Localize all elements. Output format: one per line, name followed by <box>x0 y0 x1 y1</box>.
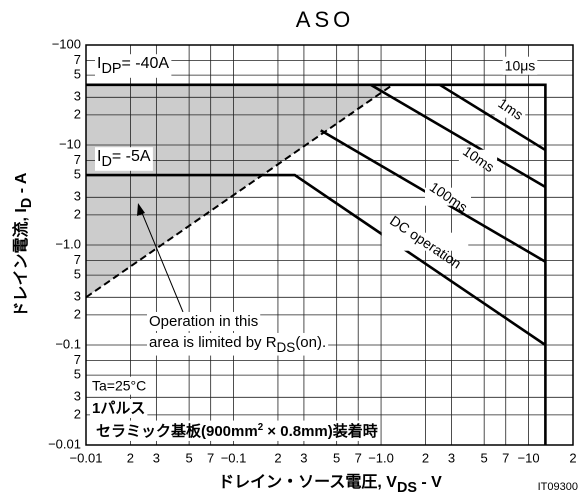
label-box <box>147 332 329 356</box>
y-tick-label: 5 <box>74 67 81 82</box>
y-tick-label: 7 <box>74 52 81 67</box>
label-box <box>424 187 472 206</box>
y-tick-label: 2 <box>74 306 81 321</box>
label-box <box>494 99 526 118</box>
y-tick-label: −1.0 <box>55 236 81 251</box>
y-tick-label: 3 <box>74 89 81 104</box>
label-box <box>458 149 498 168</box>
idp-label: IDP= -40A <box>97 55 169 77</box>
x-axis-label: ドレイン・ソース電圧, VDS - V <box>218 473 442 496</box>
series-label: 10μs <box>505 58 536 74</box>
text-part: D <box>101 154 111 170</box>
y-tick-label: 2 <box>74 206 81 221</box>
x-tick-label: −0.1 <box>221 450 247 465</box>
y-tick-label: 3 <box>74 189 81 204</box>
y-tick-label: −0.1 <box>55 336 81 351</box>
y-tick-label: 7 <box>74 352 81 367</box>
y-tick-label: 5 <box>74 167 81 182</box>
series-label: 1ms <box>495 95 526 123</box>
rds-note: area is limited by RDS(on). <box>149 334 326 355</box>
y-tick-label: 5 <box>74 367 81 382</box>
label-box <box>502 56 538 75</box>
x-tick-label: 3 <box>153 450 160 465</box>
label-box <box>90 376 149 395</box>
series-line <box>369 83 547 189</box>
text-part: DP <box>101 61 121 77</box>
x-tick-label: 3 <box>448 450 455 465</box>
condition: 1パルス <box>92 400 145 417</box>
text-part: D <box>19 198 35 208</box>
label-box <box>95 54 172 78</box>
x-tick-label: 5 <box>481 450 488 465</box>
x-tick-label: 7 <box>502 450 509 465</box>
y-tick-label: 7 <box>74 152 81 167</box>
text-part: セラミック基板(900mm <box>96 422 258 440</box>
rds-note: Operation in this <box>149 313 258 330</box>
x-tick-label: 2 <box>274 450 281 465</box>
arrow-head <box>137 203 145 216</box>
limit-line <box>85 83 394 299</box>
chart-title: ASO <box>296 7 354 32</box>
text-part: 2 <box>258 422 264 433</box>
text-part: - V <box>417 474 442 491</box>
x-tick-label: −1.0 <box>368 450 394 465</box>
x-tick-label: −0.01 <box>70 450 103 465</box>
label-box <box>381 232 469 251</box>
y-tick-label: 5 <box>74 267 81 282</box>
y-tick-label: 2 <box>74 406 81 421</box>
x-tick-label: 2 <box>127 450 134 465</box>
x-tick-label: 7 <box>207 450 214 465</box>
substrate-note: セラミック基板(900mm2 × 0.8mm)装着時 <box>96 422 378 440</box>
x-tick-label: 3 <box>300 450 307 465</box>
text-part: (on). <box>295 334 326 351</box>
label-box <box>90 398 148 418</box>
x-tick-label: 2 <box>422 450 429 465</box>
condition: Ta=25°C <box>92 378 146 394</box>
y-tick-label: −100 <box>52 36 81 51</box>
text-part: - A <box>13 172 30 198</box>
y-tick-label: −10 <box>59 136 81 151</box>
series-line <box>86 173 547 347</box>
label-box <box>94 420 380 441</box>
text-part: = -40A <box>121 55 169 72</box>
text-part: DS <box>397 480 417 496</box>
label-box <box>95 147 153 171</box>
x-tick-label: 7 <box>355 450 362 465</box>
series-line <box>439 83 547 152</box>
y-axis-label: ドレイン電流, ID - A <box>11 172 35 317</box>
text-part: I <box>97 148 101 165</box>
x-tick-label: 5 <box>186 450 193 465</box>
series-line <box>86 83 547 445</box>
id-label: ID= -5A <box>97 148 151 170</box>
text-part: = -5A <box>112 148 151 165</box>
figure-code: IT09300 <box>538 481 578 493</box>
plot-frame <box>85 44 574 446</box>
y-tick-label: 2 <box>74 106 81 121</box>
text-part: ドレイン・ソース電圧, V <box>218 473 397 491</box>
text-part: DS <box>277 340 296 355</box>
text-part: area is limited by R <box>149 334 277 351</box>
y-tick-label: 3 <box>74 389 81 404</box>
text-part: × 0.8mm)装着時 <box>263 422 378 440</box>
y-tick-label: −0.01 <box>48 436 81 451</box>
arrow-line <box>139 207 184 313</box>
x-tick-label: −10 <box>518 450 540 465</box>
y-tick-label: 3 <box>74 289 81 304</box>
text-part: ドレイン電流, I <box>11 208 30 317</box>
y-tick-label: 7 <box>74 252 81 267</box>
text-part: I <box>97 55 101 72</box>
x-tick-label: 5 <box>333 450 340 465</box>
label-box <box>147 311 261 331</box>
x-tick-label: 2 <box>569 450 576 465</box>
